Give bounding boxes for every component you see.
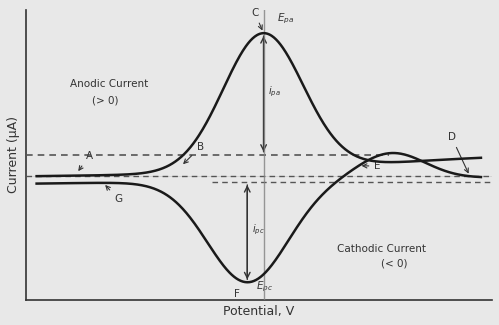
Text: $E_{pc}$: $E_{pc}$ (256, 280, 273, 294)
Text: $i_{pc}$: $i_{pc}$ (251, 223, 264, 237)
Text: A: A (79, 151, 93, 170)
Text: (> 0): (> 0) (92, 96, 119, 106)
Text: Cathodic Current: Cathodic Current (336, 244, 426, 254)
Text: E: E (363, 161, 381, 171)
Text: $i_{pa}$: $i_{pa}$ (268, 84, 281, 99)
Text: D: D (448, 132, 468, 173)
X-axis label: Potential, V: Potential, V (223, 305, 294, 318)
Text: G: G (106, 186, 122, 204)
Text: $E_{pa}$: $E_{pa}$ (277, 12, 294, 26)
Text: B: B (184, 142, 204, 163)
Text: Anodic Current: Anodic Current (70, 79, 148, 88)
Text: (< 0): (< 0) (381, 258, 408, 268)
Text: F: F (234, 289, 240, 299)
Y-axis label: Current (μA): Current (μA) (7, 116, 20, 193)
Text: C: C (251, 8, 262, 30)
